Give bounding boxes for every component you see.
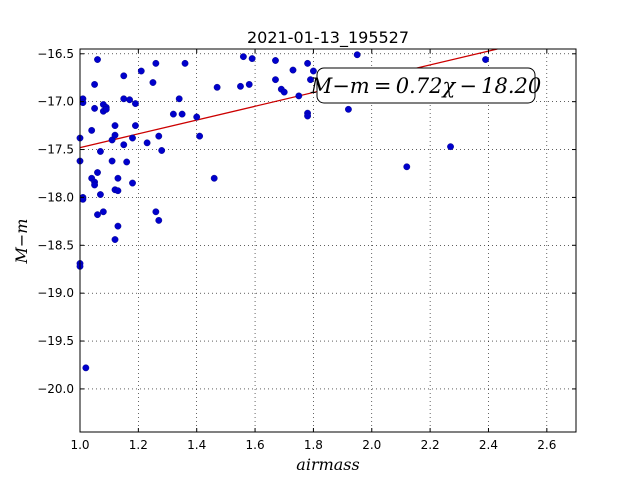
x-tick-label: 1.2: [129, 438, 148, 452]
data-point: [403, 163, 411, 171]
data-point: [91, 104, 98, 112]
data-point: [482, 56, 489, 63]
data-point: [114, 187, 122, 195]
x-axis-label: airmass: [296, 455, 359, 474]
data-point: [111, 236, 119, 243]
data-point: [111, 131, 119, 139]
data-point: [295, 92, 303, 100]
data-point: [272, 57, 279, 64]
data-point: [123, 158, 131, 166]
data-point: [114, 222, 122, 230]
x-tick-label: 1.8: [304, 438, 323, 452]
data-point: [178, 110, 186, 118]
data-point: [91, 81, 98, 88]
x-tick-label: 2.4: [479, 438, 498, 452]
fit-line: [79, 48, 498, 149]
data-points: [76, 51, 489, 372]
data-point: [345, 105, 352, 113]
y-tick-label: −17.0: [37, 95, 74, 109]
data-point: [213, 83, 221, 91]
data-point: [94, 169, 101, 176]
data-point: [155, 216, 163, 224]
data-point: [158, 147, 166, 154]
x-tick-label: 2.6: [537, 438, 556, 452]
data-point: [129, 179, 136, 187]
data-point: [91, 181, 98, 189]
data-point: [111, 122, 119, 130]
y-axis-label: M−m: [12, 219, 31, 265]
data-point: [120, 72, 128, 80]
data-point: [155, 132, 163, 140]
data-point: [196, 132, 204, 140]
y-tick-label: −18.0: [37, 190, 74, 204]
fit-equation-frame: [316, 67, 536, 104]
y-tick-label: −16.5: [37, 47, 74, 61]
data-point: [79, 99, 87, 107]
data-point: [114, 174, 122, 182]
y-tick-label: −17.5: [37, 143, 74, 157]
data-point: [210, 174, 218, 182]
data-point: [304, 59, 311, 67]
data-point: [102, 105, 110, 113]
x-tick-label: 2.2: [421, 438, 440, 452]
data-point: [99, 208, 107, 216]
y-tick-label: −19.0: [37, 286, 74, 300]
data-point: [88, 126, 96, 134]
x-tick-label: 1.6: [246, 438, 265, 452]
data-point: [132, 122, 139, 130]
data-point: [245, 81, 253, 88]
chart-title: 2021-01-13_195527: [247, 28, 409, 48]
data-point: [272, 76, 279, 84]
data-point: [239, 53, 247, 61]
data-point: [108, 157, 116, 165]
data-point: [280, 88, 288, 96]
data-point: [129, 134, 136, 142]
data-point: [120, 95, 128, 103]
data-point: [169, 110, 177, 118]
fit-equation-label: M−m = 0.72χ − 18.20: [310, 74, 542, 98]
y-tick-label: −18.5: [37, 238, 74, 252]
data-point: [307, 76, 314, 84]
data-point: [175, 95, 183, 103]
data-point: [143, 139, 151, 147]
data-point: [97, 148, 104, 155]
data-point: [237, 82, 244, 90]
y-tick-label: −19.5: [37, 334, 74, 348]
data-point: [132, 100, 139, 107]
data-point: [120, 141, 128, 149]
y-tick-label: −20.0: [37, 382, 74, 396]
fit-line-group: [79, 48, 498, 149]
x-tick-label: 2.0: [362, 438, 381, 452]
fit-equation-box: M−m = 0.72χ − 18.20: [310, 67, 542, 104]
data-point: [137, 67, 145, 75]
data-point: [152, 208, 160, 216]
data-point: [126, 96, 134, 104]
data-point: [304, 112, 311, 120]
data-point: [181, 59, 189, 67]
data-point: [94, 211, 101, 219]
data-point: [447, 143, 454, 151]
x-tick-label: 1.4: [187, 438, 206, 452]
data-point: [152, 59, 160, 67]
data-point: [94, 56, 101, 63]
data-point: [353, 51, 361, 59]
data-point: [149, 79, 157, 86]
x-tick-label: 1.0: [70, 438, 89, 452]
data-point: [310, 67, 317, 75]
data-point: [193, 113, 201, 121]
data-point: [97, 191, 104, 198]
axes-frame: [79, 48, 577, 433]
data-point: [82, 364, 90, 372]
axis-ticks: 1.0 1.2 1.4 1.6 1.8 2.0 2.2 2.4 2.6 −16.5 −17.0 −17…: [37, 47, 576, 452]
data-point: [289, 66, 297, 74]
data-point: [248, 55, 256, 62]
